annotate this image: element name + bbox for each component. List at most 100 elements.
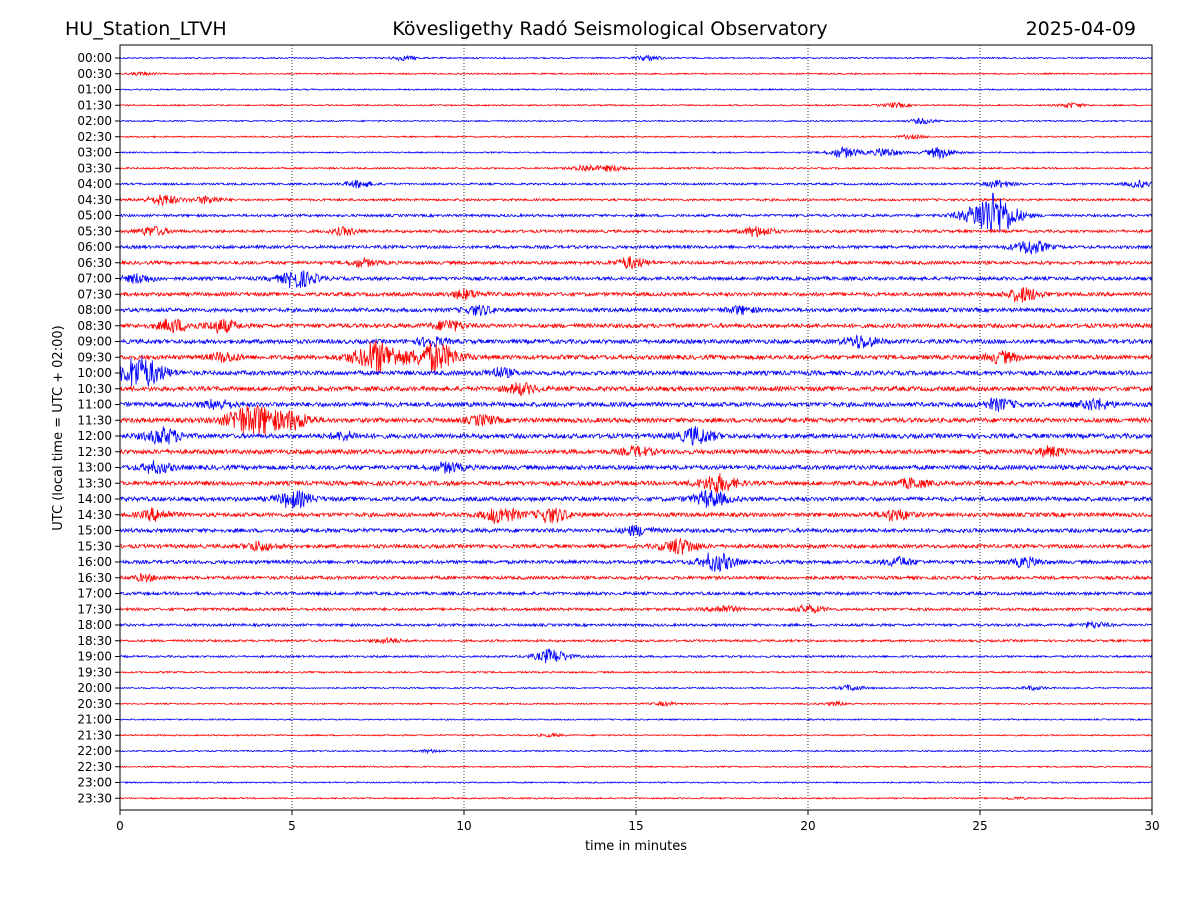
x-axis-ticks: 0 5 10 15 20 25 30 (116, 810, 1160, 833)
trace-row-1130 (119, 404, 1153, 436)
y-tick-label: 22:30 (77, 760, 112, 774)
trace-row-0800 (119, 304, 1153, 317)
y-tick-label: 06:30 (77, 256, 112, 270)
x-tick-label: 15 (628, 819, 643, 833)
y-tick-label: 12:00 (77, 429, 112, 443)
y-tick-label: 12:30 (77, 445, 112, 459)
trace-row-0530 (119, 225, 1153, 238)
trace-row-0730 (119, 287, 1153, 303)
y-tick-label: 23:00 (77, 776, 112, 790)
trace-row-1300 (119, 460, 1153, 475)
x-tick-label: 20 (800, 819, 815, 833)
chart-date: 2025-04-09 (1026, 18, 1136, 40)
trace-row-0230 (119, 133, 1153, 140)
y-tick-label: 00:00 (77, 51, 112, 65)
trace-row-0130 (119, 101, 1153, 109)
x-tick-label: 30 (1144, 819, 1159, 833)
y-tick-label: 00:30 (77, 67, 112, 81)
trace-row-1930 (119, 670, 1153, 675)
trace-row-1000 (119, 356, 1153, 387)
y-tick-label: 08:00 (77, 303, 112, 317)
y-tick-label: 05:00 (77, 209, 112, 223)
x-tick-label: 5 (288, 819, 296, 833)
trace-row-0700 (119, 270, 1153, 289)
y-tick-label: 09:00 (77, 335, 112, 349)
y-tick-label: 20:00 (77, 681, 112, 695)
trace-row-1830 (119, 637, 1153, 645)
y-tick-label: 08:30 (77, 319, 112, 333)
y-tick-label: 04:30 (77, 193, 112, 207)
y-tick-label: 16:30 (77, 571, 112, 585)
y-tick-label: 19:00 (77, 650, 112, 664)
trace-row-2100 (119, 717, 1153, 722)
y-tick-label: 21:30 (77, 728, 112, 742)
y-tick-label: 04:00 (77, 177, 112, 191)
y-tick-label: 10:00 (77, 366, 112, 380)
trace-row-0330 (119, 163, 1153, 173)
y-tick-label: 20:30 (77, 697, 112, 711)
y-tick-label: 21:00 (77, 713, 112, 727)
trace-row-1230 (119, 445, 1153, 458)
y-tick-label: 17:30 (77, 602, 112, 616)
y-tick-label: 07:00 (77, 272, 112, 286)
x-tick-label: 10 (456, 819, 471, 833)
y-tick-label: 15:30 (77, 539, 112, 553)
trace-rows (119, 54, 1153, 801)
y-tick-label: 10:30 (77, 382, 112, 396)
y-tick-label: 11:30 (77, 413, 112, 427)
trace-row-1500 (119, 524, 1153, 537)
trace-row-0030 (119, 70, 1153, 77)
y-tick-label: 15:00 (77, 524, 112, 538)
trace-row-0430 (119, 194, 1153, 206)
trace-row-2030 (119, 700, 1153, 708)
y-tick-label: 01:00 (77, 83, 112, 97)
y-tick-label: 13:00 (77, 461, 112, 475)
trace-row-0300 (119, 146, 1153, 160)
y-tick-label: 13:30 (77, 476, 112, 490)
y-tick-label: 09:30 (77, 350, 112, 364)
trace-row-1900 (119, 648, 1153, 664)
y-tick-label: 02:30 (77, 130, 112, 144)
y-tick-label: 11:00 (77, 398, 112, 412)
y-tick-label: 03:30 (77, 161, 112, 175)
trace-row-1630 (119, 572, 1153, 584)
trace-row-2330 (119, 796, 1153, 801)
chart-title: Kövesligethy Radó Seismological Observat… (392, 18, 827, 40)
trace-row-0200 (119, 117, 1153, 125)
y-tick-label: 01:30 (77, 98, 112, 112)
y-tick-label: 18:30 (77, 634, 112, 648)
trace-row-0900 (119, 334, 1153, 349)
trace-row-2000 (119, 683, 1153, 692)
trace-row-2230 (119, 765, 1153, 769)
trace-row-1600 (119, 552, 1153, 573)
trace-row-1430 (119, 507, 1153, 524)
trace-row-0600 (119, 240, 1153, 255)
y-tick-label: 23:30 (77, 791, 112, 805)
x-axis-label: time in minutes (585, 839, 687, 854)
trace-row-1530 (119, 538, 1153, 555)
trace-row-0100 (119, 87, 1153, 92)
y-axis-label: UTC (local time = UTC + 02:00) (51, 325, 66, 530)
trace-row-1200 (119, 425, 1153, 446)
trace-row-0630 (119, 256, 1153, 270)
trace-row-0400 (119, 179, 1153, 189)
trace-row-1100 (119, 397, 1153, 412)
y-tick-label: 18:00 (77, 618, 112, 632)
trace-row-0930 (119, 340, 1153, 374)
y-tick-label: 14:00 (77, 492, 112, 506)
trace-row-1030 (119, 382, 1153, 397)
trace-row-0500 (119, 192, 1153, 233)
vertical-grid (291, 45, 981, 810)
x-tick-label: 25 (972, 819, 987, 833)
y-tick-label: 02:00 (77, 114, 112, 128)
trace-row-2130 (119, 732, 1153, 738)
trace-row-1330 (119, 473, 1153, 494)
trace-row-1730 (119, 603, 1153, 614)
trace-row-0000 (119, 54, 1153, 62)
trace-row-1800 (119, 620, 1153, 630)
trace-row-2200 (119, 748, 1153, 755)
trace-row-1700 (119, 590, 1153, 597)
trace-row-1400 (119, 489, 1153, 509)
